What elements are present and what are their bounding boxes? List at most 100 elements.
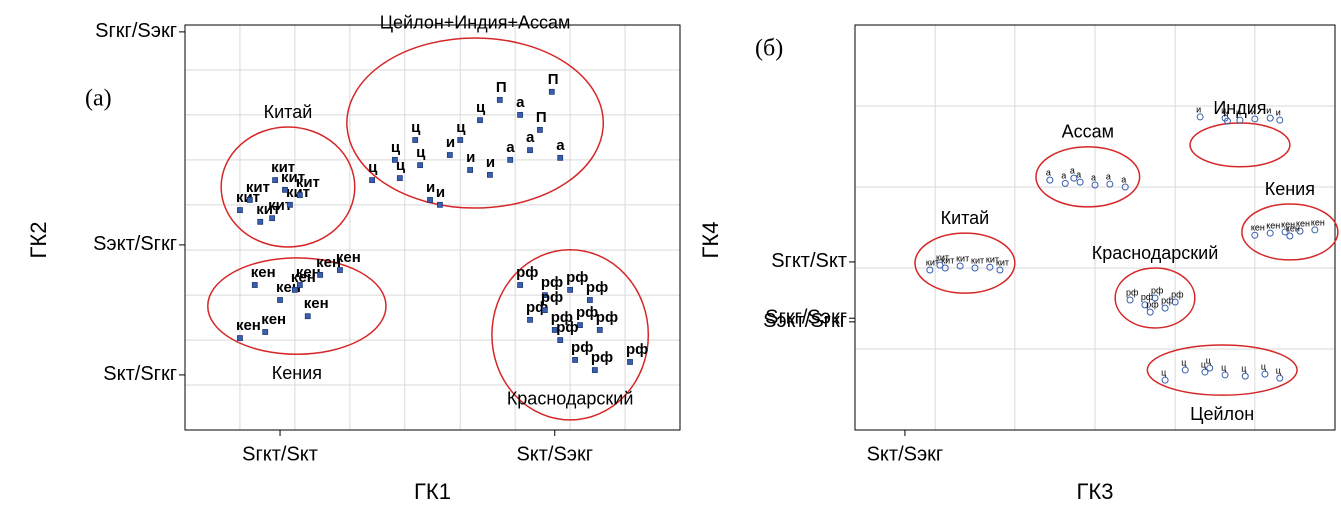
point xyxy=(926,266,934,274)
cluster-label: Цейлон+Индия+Ассам xyxy=(380,13,571,33)
point xyxy=(1106,180,1114,188)
point-label: рф xyxy=(566,269,588,286)
point-label: кит xyxy=(936,253,949,263)
y-tick-label: Sгкг/Sэкг xyxy=(95,20,177,42)
x-tick-label: Sкт/Sэкг xyxy=(867,443,944,465)
point-label: кен xyxy=(336,249,361,266)
point xyxy=(1151,294,1159,302)
point xyxy=(971,264,979,272)
point-label: кен xyxy=(1281,219,1295,229)
point xyxy=(537,126,543,133)
point xyxy=(1181,366,1189,374)
point-label: кен xyxy=(1296,219,1310,229)
point xyxy=(467,167,474,173)
point xyxy=(1266,114,1274,122)
cluster-label: Китай xyxy=(941,208,990,228)
point-label: кит xyxy=(296,174,320,191)
cluster-label: Цейлон xyxy=(1190,404,1254,424)
point-label: а xyxy=(1091,172,1096,182)
point xyxy=(507,156,514,163)
point xyxy=(282,186,288,193)
point-label: и xyxy=(1236,108,1241,118)
point-label: ц xyxy=(1181,357,1186,367)
panel-label: (б) xyxy=(755,36,783,62)
point xyxy=(941,264,949,272)
point-label: рф xyxy=(1146,300,1159,310)
point-label: кит xyxy=(246,179,270,196)
point xyxy=(1141,301,1149,309)
point-label: и xyxy=(1276,108,1281,118)
point-label: а xyxy=(526,129,535,146)
point-label: П xyxy=(536,109,547,126)
point xyxy=(1146,308,1154,316)
point xyxy=(551,327,558,333)
point xyxy=(1076,178,1084,186)
plot-frame xyxy=(854,24,1336,431)
point xyxy=(587,297,593,303)
point-label: а xyxy=(1121,174,1126,184)
point-label: кит xyxy=(268,197,292,214)
point-label: кит xyxy=(971,255,984,265)
point xyxy=(1311,226,1319,234)
point-label: кен xyxy=(291,269,316,286)
point xyxy=(986,263,994,271)
point xyxy=(541,307,548,314)
point xyxy=(446,152,453,158)
point xyxy=(337,267,343,273)
point xyxy=(1281,228,1289,236)
point xyxy=(391,156,398,163)
point xyxy=(527,147,533,154)
point-label: П xyxy=(496,79,507,96)
cluster-label: Кения xyxy=(272,363,322,383)
point xyxy=(541,292,548,299)
point xyxy=(591,367,598,373)
point xyxy=(627,359,633,365)
point xyxy=(437,201,443,208)
point xyxy=(304,313,311,320)
y-tick-label: Sкт/Sгкг xyxy=(103,363,177,385)
point xyxy=(317,271,324,278)
point-label: кен xyxy=(236,317,261,334)
point-label: а xyxy=(1106,172,1111,182)
point-label: ц xyxy=(456,119,466,136)
y-tick-label: Sэкт/Sгкг xyxy=(93,233,177,255)
point-label: кен xyxy=(251,264,276,281)
point xyxy=(517,282,524,288)
point xyxy=(548,88,555,95)
point-label: ц xyxy=(368,159,378,176)
point xyxy=(996,266,1004,274)
y-tick-label: Sгкт/Sкт xyxy=(771,250,847,272)
point xyxy=(291,286,298,293)
point xyxy=(572,357,578,363)
point-label: рф xyxy=(591,349,613,366)
cluster-label: Ассам xyxy=(1062,122,1114,142)
point-label: ц xyxy=(1261,361,1266,371)
point-label: кен xyxy=(304,295,329,312)
point xyxy=(1296,227,1304,235)
y-tick-label: Sгкг/Sэкг xyxy=(765,307,847,329)
point-label: рф xyxy=(576,304,598,321)
point xyxy=(1196,113,1204,121)
point-label: кен xyxy=(261,311,286,328)
point xyxy=(577,322,583,329)
point-label: ц xyxy=(416,144,426,161)
point-label: рф xyxy=(571,339,593,356)
cluster-ellipse xyxy=(1146,344,1298,396)
point xyxy=(1126,296,1134,304)
point-label: кит xyxy=(956,253,969,263)
y-axis-title: ГК2 xyxy=(26,222,51,259)
cluster-label: Индия xyxy=(1213,98,1266,118)
point xyxy=(272,177,278,184)
point-label: и xyxy=(1223,108,1228,118)
point-label: рф xyxy=(586,279,608,296)
point-label: кен xyxy=(296,264,321,281)
point xyxy=(1061,179,1069,187)
point-label: ц xyxy=(391,139,401,156)
point-label: рф xyxy=(626,341,648,358)
point-label: рф xyxy=(1171,289,1184,299)
point-label: ц xyxy=(476,99,486,116)
plot-frame xyxy=(184,24,681,431)
point xyxy=(567,286,574,293)
point-label: и xyxy=(466,149,475,166)
